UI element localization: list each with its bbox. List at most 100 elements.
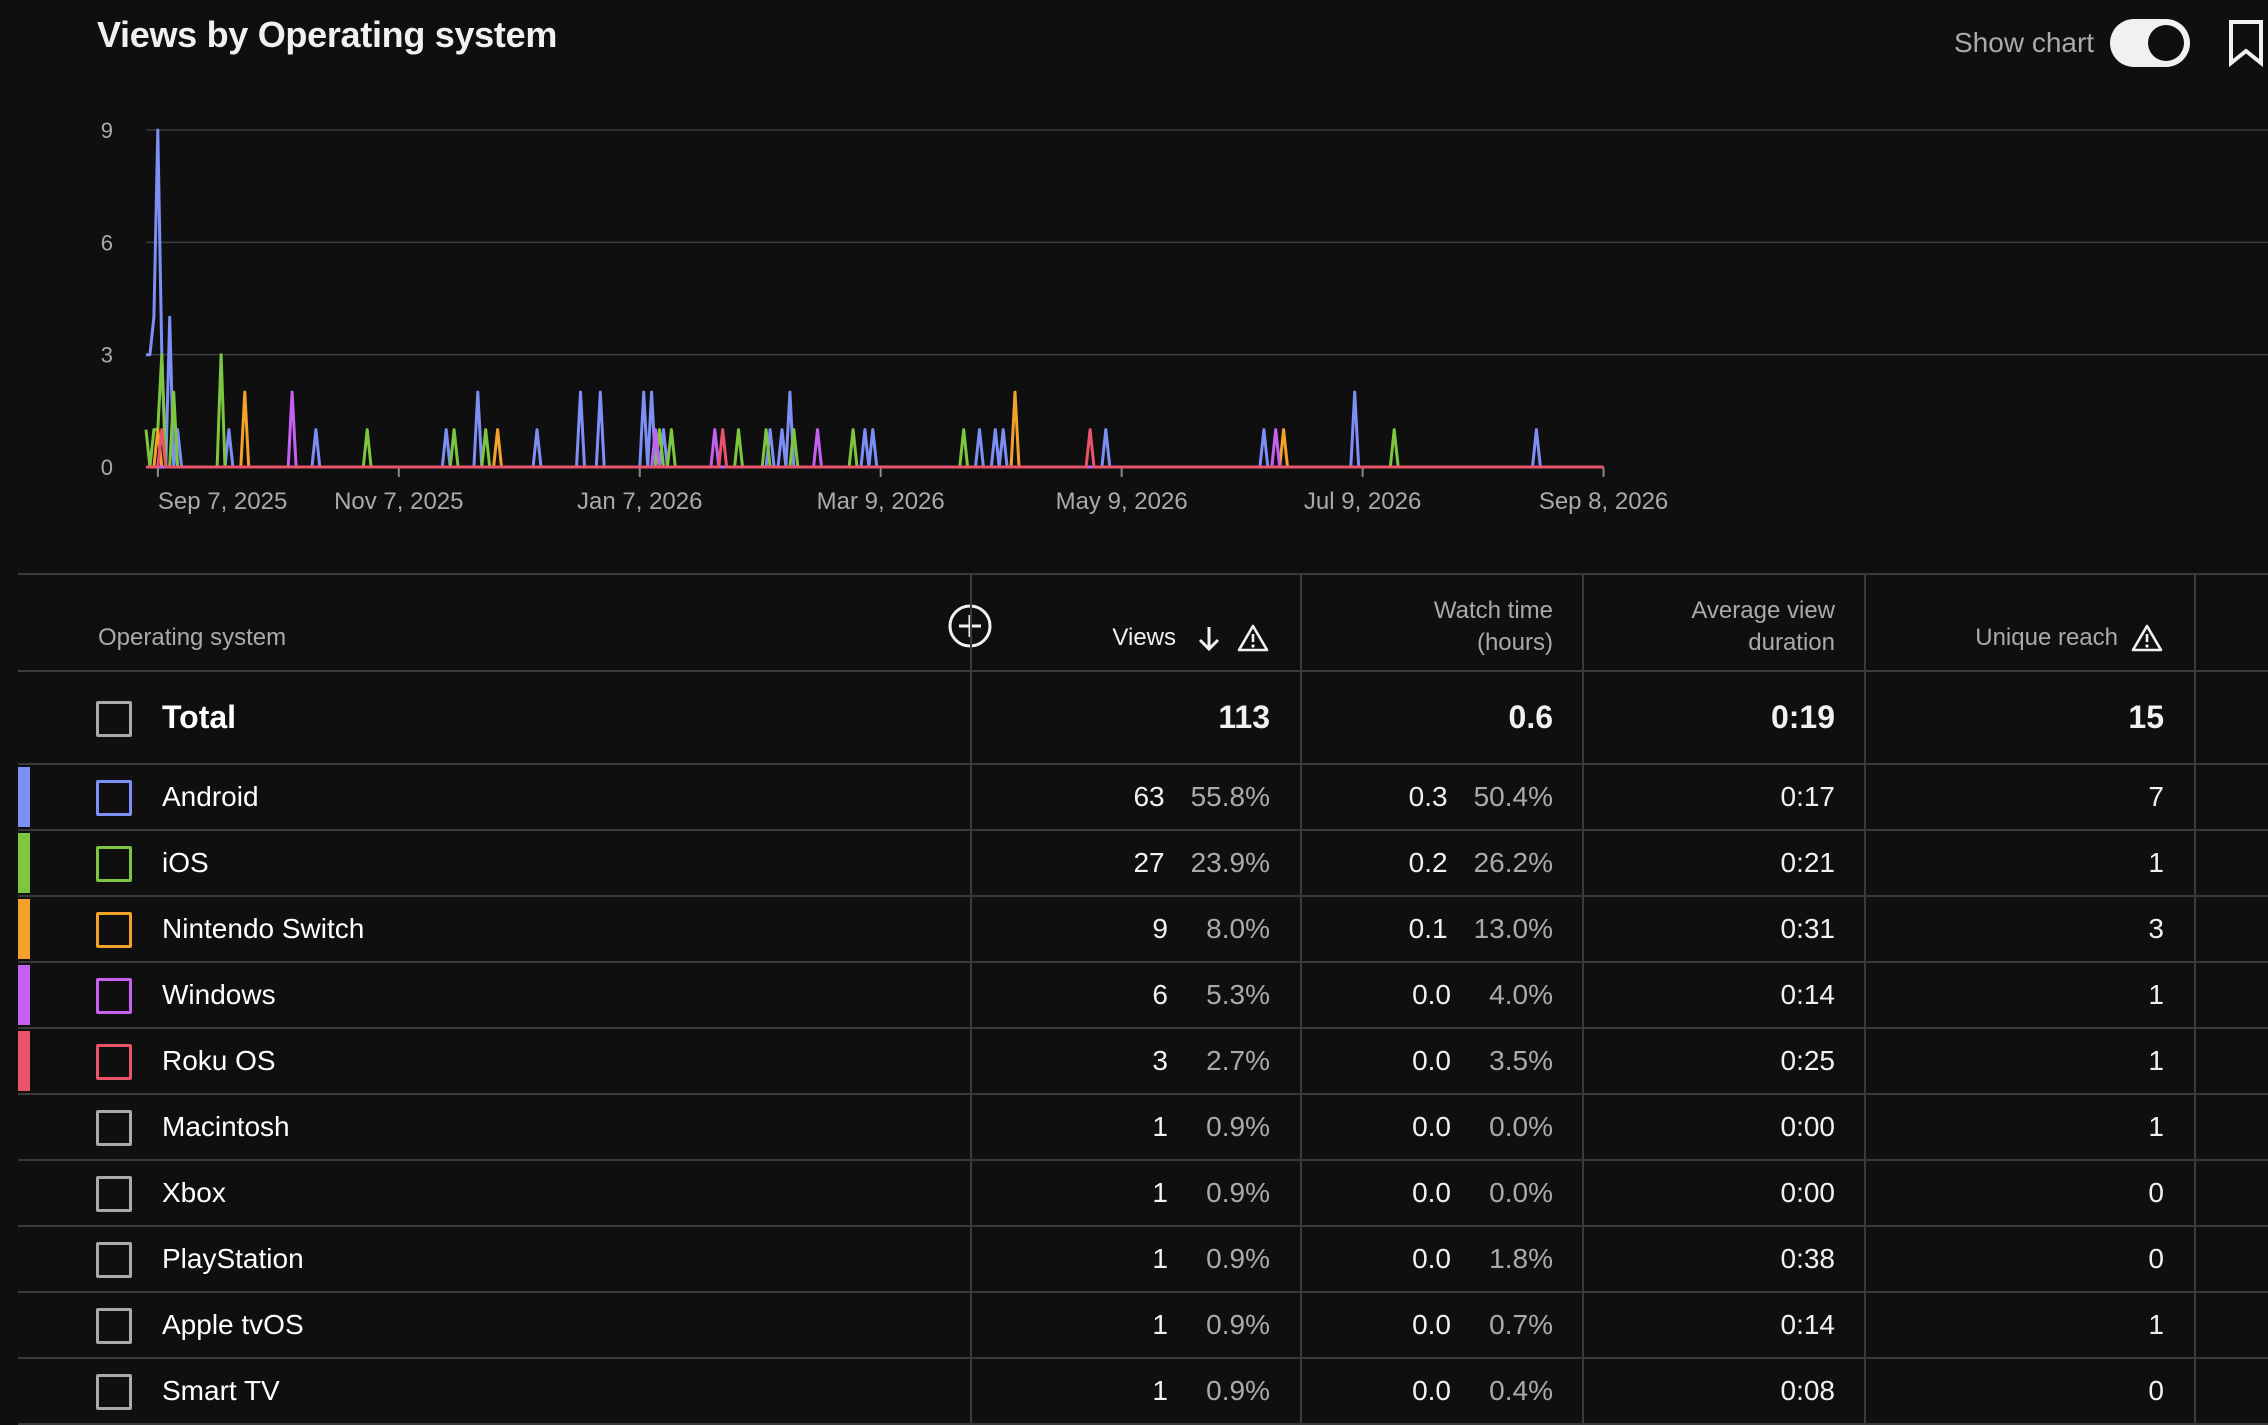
- series-color-bar: [18, 965, 30, 1025]
- average-duration-cell: 0:31: [1780, 913, 1836, 944]
- table-row[interactable]: Nintendo Switch 9 8.0% 0.1 13.0% 0:31 3: [18, 897, 2268, 963]
- views-percent: 23.9%: [1190, 847, 1270, 878]
- series-line-android[interactable]: [146, 128, 1604, 469]
- row-checkbox[interactable]: [96, 780, 132, 816]
- watch-time-percent: 1.8%: [1489, 1243, 1553, 1274]
- views-value: 1: [1152, 1111, 1168, 1142]
- header-average-view-duration[interactable]: Average view duration: [1582, 583, 1835, 670]
- row-checkbox[interactable]: [96, 1176, 132, 1212]
- views-percent: 0.9%: [1206, 1177, 1270, 1208]
- average-duration-cell: 0:25: [1780, 1045, 1836, 1076]
- watch-time-percent: 13.0%: [1473, 913, 1553, 944]
- views-value: 1: [1152, 1375, 1168, 1406]
- table-row[interactable]: PlayStation 1 0.9% 0.0 1.8% 0:38 0: [18, 1227, 2268, 1293]
- average-duration-cell: 0:17: [1780, 781, 1836, 812]
- table-row[interactable]: iOS 27 23.9% 0.2 26.2% 0:21 1: [18, 831, 2268, 897]
- watch-time-percent: 3.5%: [1489, 1045, 1553, 1076]
- row-checkbox[interactable]: [96, 1110, 132, 1146]
- row-checkbox[interactable]: [96, 912, 132, 948]
- table-row[interactable]: Xbox 1 0.9% 0.0 0.0% 0:00 0: [18, 1161, 2268, 1227]
- row-checkbox[interactable]: [96, 1242, 132, 1278]
- watch-time-value: 0.1: [1408, 913, 1448, 944]
- os-name: Windows: [162, 979, 276, 1010]
- watch-time-percent: 0.0%: [1489, 1177, 1553, 1208]
- header-operating-system[interactable]: Operating system: [98, 623, 287, 651]
- watch-time-cell: 0.0 4.0%: [1300, 963, 1553, 1027]
- os-name: Macintosh: [162, 1111, 290, 1142]
- views-value: 27: [1133, 847, 1165, 878]
- row-checkbox[interactable]: [96, 1044, 132, 1080]
- os-name: Smart TV: [162, 1375, 280, 1406]
- show-chart-label: Show chart: [1954, 27, 2095, 58]
- average-duration-cell: 0:14: [1780, 1309, 1836, 1340]
- warning-icon[interactable]: [2130, 623, 2164, 653]
- views-cell: 1 0.9%: [970, 1227, 1270, 1291]
- watch-time-value: 0.0: [1412, 1375, 1451, 1406]
- header-unique-reach[interactable]: Unique reach: [1864, 605, 2164, 670]
- unique-reach-cell: 7: [2148, 781, 2164, 812]
- header-watch-time[interactable]: Watch time (hours): [1300, 583, 1553, 670]
- header-watch-time-line2: (hours): [1476, 628, 1553, 656]
- sort-down-icon[interactable]: [1194, 623, 1224, 653]
- unique-reach-cell: 0: [2148, 1375, 2164, 1406]
- watch-time-percent: 4.0%: [1489, 979, 1553, 1010]
- watch-time-cell: 0.0 0.7%: [1300, 1293, 1553, 1357]
- warning-icon[interactable]: [1236, 623, 1270, 653]
- table-row[interactable]: Smart TV 1 0.9% 0.0 0.4% 0:08 0: [18, 1359, 2268, 1425]
- views-cell: 1 0.9%: [970, 1359, 1270, 1423]
- show-chart-toggle[interactable]: [2110, 19, 2191, 67]
- table-row[interactable]: Macintosh 1 0.9% 0.0 0.0% 0:00 1: [18, 1095, 2268, 1161]
- watch-time-percent: 50.4%: [1473, 781, 1553, 812]
- table-row[interactable]: Windows 6 5.3% 0.0 4.0% 0:14 1: [18, 963, 2268, 1029]
- x-tick-label: Jul 9, 2026: [1304, 488, 1421, 515]
- os-name: Roku OS: [162, 1045, 276, 1076]
- watch-time-value: 0.0: [1412, 1045, 1451, 1076]
- watch-time-percent: 0.7%: [1489, 1309, 1553, 1340]
- watch-time-percent: 26.2%: [1473, 847, 1553, 878]
- bookmark-icon[interactable]: [2226, 19, 2266, 67]
- series-color-bar: [18, 833, 30, 893]
- header-views-label: Views: [1112, 623, 1176, 651]
- header-watch-time-line1: Watch time: [1433, 596, 1553, 624]
- views-percent: 55.8%: [1190, 781, 1270, 812]
- table-row[interactable]: Roku OS 3 2.7% 0.0 3.5% 0:25 1: [18, 1029, 2268, 1095]
- views-percent: 2.7%: [1206, 1045, 1270, 1076]
- table-row[interactable]: Android 63 55.8% 0.3 50.4% 0:17 7: [18, 765, 2268, 831]
- watch-time-cell: 0.1 13.0%: [1300, 897, 1553, 961]
- header-views[interactable]: Views: [970, 605, 1270, 670]
- watch-time-cell: 0.0 1.8%: [1300, 1227, 1553, 1291]
- views-value: 9: [1152, 913, 1168, 944]
- views-cell: 9 8.0%: [970, 897, 1270, 961]
- table-header-row: Operating system Views Watch time (hours…: [18, 575, 2268, 672]
- watch-time-value: 0.0: [1412, 1243, 1451, 1274]
- total-views: 113: [1218, 699, 1270, 735]
- y-tick-label: 3: [101, 343, 113, 368]
- total-unique-reach: 15: [2128, 699, 2164, 735]
- row-checkbox[interactable]: [96, 1308, 132, 1344]
- total-watch-time: 0.6: [1508, 699, 1553, 735]
- y-tick-label: 0: [101, 455, 113, 480]
- os-name: iOS: [162, 847, 209, 878]
- total-checkbox[interactable]: [96, 700, 132, 737]
- total-average-duration: 0:19: [1770, 699, 1835, 735]
- series-line-roku-os[interactable]: [146, 428, 1604, 469]
- row-checkbox[interactable]: [96, 1374, 132, 1410]
- watch-time-value: 0.0: [1412, 979, 1451, 1010]
- views-cell: 6 5.3%: [970, 963, 1270, 1027]
- unique-reach-cell: 1: [2148, 1309, 2164, 1340]
- y-tick-label: 6: [101, 230, 113, 255]
- show-chart-control: Show chart: [1954, 14, 2268, 72]
- views-cell: 1 0.9%: [970, 1095, 1270, 1159]
- watch-time-value: 0.3: [1408, 781, 1448, 812]
- unique-reach-cell: 0: [2148, 1243, 2164, 1274]
- header-average-line2: duration: [1748, 628, 1835, 656]
- views-cell: 3 2.7%: [970, 1029, 1270, 1093]
- watch-time-value: 0.0: [1412, 1177, 1451, 1208]
- row-checkbox[interactable]: [96, 846, 132, 882]
- series-color-bar: [18, 1031, 30, 1091]
- os-name: PlayStation: [162, 1243, 304, 1274]
- table-row[interactable]: Apple tvOS 1 0.9% 0.0 0.7% 0:14 1: [18, 1293, 2268, 1359]
- x-tick-label: Nov 7, 2025: [334, 488, 463, 515]
- row-checkbox[interactable]: [96, 978, 132, 1014]
- watch-time-value: 0.2: [1408, 847, 1448, 878]
